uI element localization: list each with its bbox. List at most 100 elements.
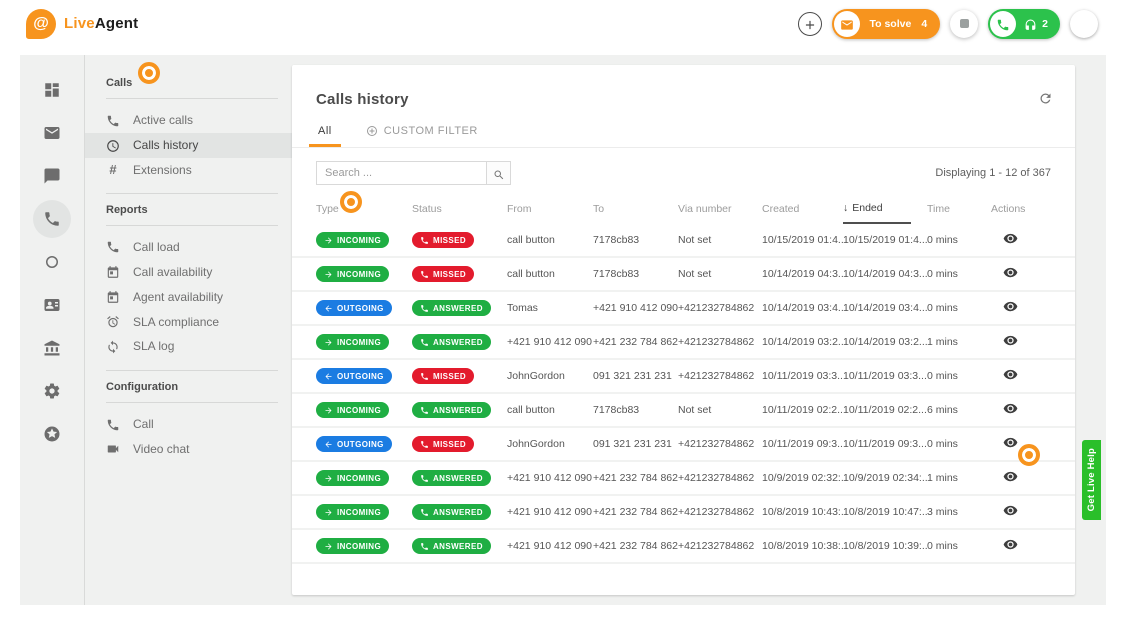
cell-from: JohnGordon	[507, 370, 565, 382]
donut-icon	[43, 253, 61, 271]
status-badge: MISSED	[412, 232, 475, 248]
cell-via-number: +421232784862	[678, 302, 755, 314]
sidebar-item-calls-history[interactable]: Calls history	[85, 132, 292, 158]
column-header-created[interactable]: Created	[762, 203, 800, 215]
liveagent-logo[interactable]: @ LiveAgent	[26, 8, 138, 39]
menu-section-title-calls: Calls	[106, 77, 133, 89]
column-header-type[interactable]: Type	[316, 203, 339, 215]
rail-item-history[interactable]	[33, 243, 71, 281]
sort-arrow-icon: ↓	[843, 202, 849, 214]
column-header-status[interactable]: Status	[412, 203, 442, 215]
rail-item-calls[interactable]	[33, 200, 71, 238]
rail-item-settings[interactable]	[33, 372, 71, 410]
sidebar-item-agent-availability[interactable]: Agent availability	[85, 284, 292, 309]
cell-from: Tomas	[507, 302, 538, 314]
headset-icon	[1024, 17, 1037, 31]
cell-type: OUTGOING	[316, 436, 412, 452]
view-call-button[interactable]	[1003, 537, 1018, 552]
pause-button[interactable]	[950, 9, 979, 38]
cell-status: ANSWERED	[412, 300, 507, 316]
clock-icon	[106, 138, 120, 153]
rail-item-tickets[interactable]	[33, 114, 71, 152]
videocam-icon	[106, 442, 120, 457]
cell-status: MISSED	[412, 368, 507, 384]
cell-type: OUTGOING	[316, 300, 412, 316]
cell-status: ANSWERED	[412, 334, 507, 350]
rail-item-chats[interactable]	[33, 157, 71, 195]
sidebar-item-call-availability[interactable]: Call availability	[85, 259, 292, 284]
tab-all[interactable]: All	[309, 125, 341, 147]
sidebar-item-sla-compliance[interactable]: SLA compliance	[85, 309, 292, 334]
brand-live: Live	[64, 14, 95, 32]
cell-status: ANSWERED	[412, 402, 507, 418]
sidebar-item-extensions[interactable]: # Extensions	[85, 158, 292, 182]
view-call-button[interactable]	[1003, 401, 1018, 416]
search-button[interactable]	[486, 161, 511, 185]
cell-ended: 10/11/2019 03:3...	[843, 370, 927, 382]
cell-type: INCOMING	[316, 538, 412, 554]
status-badge: ANSWERED	[412, 470, 491, 486]
sidebar-item-label: SLA compliance	[133, 314, 220, 329]
column-header-time[interactable]: Time	[927, 203, 950, 215]
view-call-button[interactable]	[1003, 265, 1018, 280]
refresh-button[interactable]	[1038, 89, 1053, 105]
view-call-button[interactable]	[1003, 435, 1018, 450]
column-header-ended[interactable]: ↓ Ended	[843, 194, 911, 224]
type-badge: INCOMING	[316, 402, 390, 418]
call-row: OUTGOING MISSED JohnGordon 091 321 231 231 +…	[292, 428, 1075, 462]
sidebar-item-active-calls[interactable]: Active calls	[85, 108, 292, 133]
user-avatar[interactable]	[1070, 10, 1098, 38]
phone-icon	[106, 240, 120, 255]
rail-item-dashboard[interactable]	[33, 71, 71, 109]
column-header-via-number[interactable]: Via number	[678, 203, 732, 215]
create-new-button[interactable]	[798, 11, 823, 36]
to-solve-button[interactable]: To solve 4	[832, 8, 941, 39]
search-input[interactable]	[316, 161, 486, 185]
cell-time: 0 mins	[927, 234, 958, 246]
cell-to: 7178cb83	[593, 404, 640, 416]
sidebar-item-label: Calls history	[133, 138, 199, 153]
cell-type: INCOMING	[316, 266, 412, 282]
view-call-button[interactable]	[1003, 299, 1018, 314]
sidebar-item-sla-log[interactable]: SLA log	[85, 334, 292, 359]
column-header-to[interactable]: To	[593, 203, 605, 215]
call-row: OUTGOING MISSED JohnGordon 091 321 231 231 +…	[292, 360, 1075, 394]
type-badge: INCOMING	[316, 232, 390, 248]
rail-item-company[interactable]	[33, 329, 71, 367]
cell-created: 10/8/2019 10:38:...	[762, 540, 843, 552]
sidebar-item-call[interactable]: Call	[85, 412, 292, 437]
view-call-button[interactable]	[1003, 503, 1018, 518]
sidebar-item-call-load[interactable]: Call load	[85, 235, 292, 260]
plus-icon	[803, 17, 817, 31]
rail-item-badges[interactable]	[33, 415, 71, 453]
cell-from: call button	[507, 404, 555, 416]
cell-actions	[991, 435, 1051, 453]
sidebar-item-video-chat[interactable]: Video chat	[85, 437, 292, 462]
contacts-icon	[43, 296, 61, 314]
tab-custom-filter[interactable]: CUSTOM FILTER	[366, 125, 478, 147]
cell-created: 10/14/2019 03:4...	[762, 302, 843, 314]
view-call-button[interactable]	[1003, 231, 1018, 246]
alarm-icon	[106, 314, 120, 329]
get-live-help-tab[interactable]: Get Live Help	[1082, 440, 1101, 520]
tab-custom-filter-label: CUSTOM FILTER	[383, 125, 478, 137]
rail-item-contacts[interactable]	[33, 286, 71, 324]
cell-to: +421 232 784 862	[593, 506, 678, 518]
sidebar-item-label: Call load	[133, 240, 180, 255]
cell-via-number: +421232784862	[678, 438, 755, 450]
column-header-actions[interactable]: Actions	[991, 203, 1026, 215]
menu-section-items-configuration: Call Video chat	[85, 403, 292, 473]
chat-icon	[43, 167, 61, 185]
hash-icon: #	[109, 161, 117, 177]
view-call-button[interactable]	[1003, 367, 1018, 382]
column-header-from[interactable]: From	[507, 203, 532, 215]
cell-time: 1 mins	[927, 336, 958, 348]
sidebar-item-label: Video chat	[133, 442, 190, 457]
view-call-button[interactable]	[1003, 469, 1018, 484]
cell-created: 10/14/2019 03:2...	[762, 336, 843, 348]
view-call-button[interactable]	[1003, 333, 1018, 348]
cell-status: MISSED	[412, 266, 507, 282]
menu-section-items-calls: Active calls Calls history # Extensions	[85, 99, 292, 193]
active-calls-button[interactable]: 2	[988, 8, 1060, 39]
cell-actions	[991, 299, 1051, 317]
